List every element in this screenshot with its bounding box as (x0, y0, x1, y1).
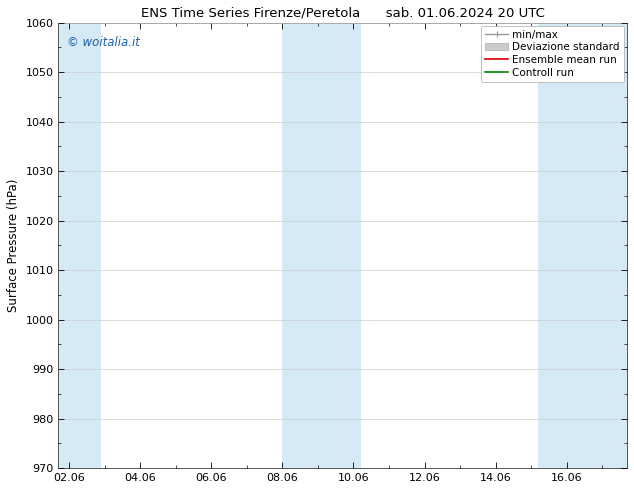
Bar (538, 23, 627, 468)
Bar (58, 23, 101, 468)
Legend: min/max, Deviazione standard, Ensemble mean run, Controll run: min/max, Deviazione standard, Ensemble m… (481, 25, 624, 82)
Title: ENS Time Series Firenze/Peretola      sab. 01.06.2024 20 UTC: ENS Time Series Firenze/Peretola sab. 01… (141, 7, 545, 20)
Bar (282, 23, 361, 468)
Y-axis label: Surface Pressure (hPa): Surface Pressure (hPa) (7, 179, 20, 312)
Text: © woitalia.it: © woitalia.it (67, 36, 140, 49)
